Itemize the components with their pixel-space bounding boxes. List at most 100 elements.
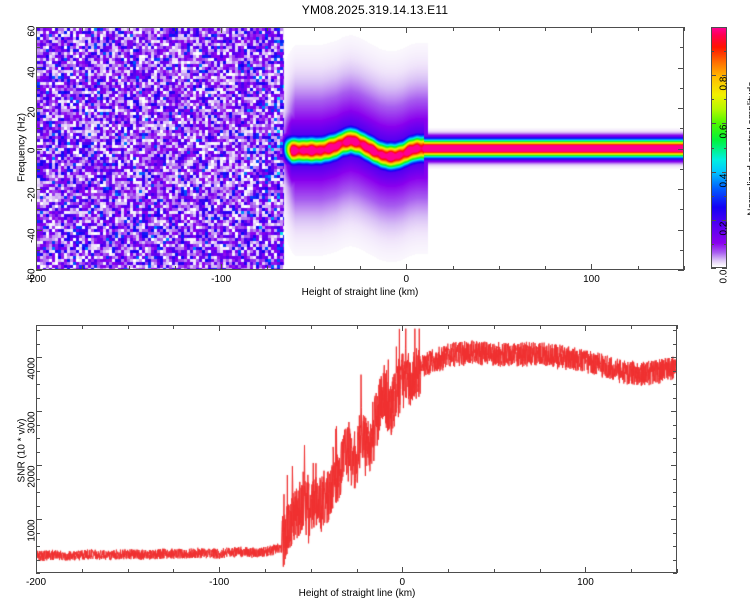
spectrogram-ytick: [36, 27, 42, 28]
spectrogram-xticklabel: 100: [583, 274, 600, 285]
snr-ytick-minor-right: [673, 424, 677, 426]
snr-xtick-minor-top: [448, 325, 450, 329]
spectrogram-ytick-right: [678, 67, 684, 69]
snr-ytick-minor-right: [673, 343, 677, 345]
snr-xtick-minor-top: [81, 325, 83, 329]
spectrogram-xtick-minor-top: [82, 27, 84, 31]
spectrogram-xtick-minor-top: [637, 27, 639, 31]
snr-xtick-minor: [127, 569, 129, 573]
colorbar-tick: [711, 123, 716, 125]
spectrogram-xtick-minor-top: [452, 27, 454, 31]
snr-xtick-minor-top: [173, 325, 175, 329]
snr-ytick-minor: [36, 451, 40, 453]
colorbar-tick-right: [722, 123, 727, 125]
spectrogram-xtick-minor-top: [313, 27, 315, 31]
figure-title: YM08.2025.319.14.13.E11: [301, 3, 449, 17]
spectrogram-xticklabel: -100: [211, 274, 232, 285]
spectrogram-ytick: [36, 189, 42, 190]
snr-xtick-top: [585, 325, 587, 331]
snr-ytick-minor: [36, 397, 40, 399]
spectrogram-ytick-right: [678, 229, 684, 231]
spectrogram-xtick-minor-top: [545, 27, 547, 31]
snr-ytick-minor: [36, 330, 40, 332]
colorbar-tick-minor-right: [724, 27, 727, 28]
spectrogram-ytick-minor-right: [680, 47, 684, 49]
snr-ytick-minor-right: [673, 370, 677, 372]
spectrogram-ytick-right: [678, 108, 684, 109]
snr-xtick: [219, 567, 221, 573]
spectrogram-ytick-minor-right: [680, 249, 684, 251]
snr-ytick-right: [671, 519, 677, 521]
snr-xtick-minor: [264, 569, 266, 573]
snr-ytick-minor: [36, 505, 40, 507]
snr-xticklabel: 100: [577, 577, 594, 588]
snr-yticklabel: 1000: [26, 519, 38, 542]
snr-xtick-minor-top: [631, 325, 633, 329]
snr-plot: [36, 325, 677, 573]
spectrogram-yticklabel: -60: [26, 268, 38, 283]
spectrogram-ytick-minor-right: [680, 87, 684, 89]
spectrogram-xtick: [591, 264, 593, 270]
snr-ytick-minor-right: [673, 478, 677, 480]
snr-xtick: [36, 567, 37, 573]
snr-ytick-minor: [36, 559, 40, 561]
spectrogram-ytick-minor: [36, 47, 40, 49]
colorbar-ticklabel: 0.4: [718, 173, 730, 188]
spectrogram-xtick-minor: [498, 266, 500, 270]
snr-xtick: [585, 567, 587, 573]
snr-ytick-minor: [36, 532, 40, 534]
colorbar-tick-minor: [711, 99, 714, 101]
colorbar-ticklabel: 0.6: [718, 124, 730, 139]
snr-ytick-minor-right: [673, 559, 677, 561]
spectrogram-xtick-minor: [452, 266, 454, 270]
spectrogram-xtick-minor-top: [174, 27, 176, 31]
colorbar-tick-right: [722, 268, 727, 269]
snr-ytick-minor: [36, 478, 40, 480]
spectrogram-xtick: [221, 264, 223, 270]
snr-xtick-minor-top: [539, 325, 541, 329]
spectrogram-xtick-minor: [684, 266, 685, 270]
colorbar-tick: [711, 171, 716, 173]
snr-ytick-minor-right: [673, 532, 677, 534]
spectrogram-ytick-right: [678, 148, 684, 150]
spectrogram-ytick-minor-right: [680, 128, 684, 130]
snr-ytick: [36, 519, 42, 521]
spectrogram-xtick-minor: [545, 266, 547, 270]
spectrogram-xtick-minor: [82, 266, 84, 270]
snr-ytick-right: [671, 411, 677, 413]
colorbar-tick-minor: [711, 243, 714, 245]
spectrogram-ytick-minor: [36, 209, 40, 211]
snr-ytick-minor: [36, 492, 40, 494]
spectrogram-xtick-top: [221, 27, 223, 33]
colorbar-label: Normalized spectral amplitude: [746, 81, 750, 216]
snr-xtick-minor-top: [127, 325, 129, 329]
snr-xtick-minor-top: [356, 325, 358, 329]
spectrogram-xtick: [36, 264, 37, 270]
spectrogram-ytick: [36, 229, 42, 231]
snr-xtick: [402, 567, 404, 573]
spectrogram-x-axis-label: Height of straight line (km): [301, 287, 419, 298]
snr-xticklabel: 0: [399, 577, 406, 588]
spectrogram-xtick-minor: [313, 266, 315, 270]
snr-ytick-minor-right: [673, 492, 677, 494]
colorbar-tick-minor: [711, 27, 714, 28]
snr-ytick-minor: [36, 424, 40, 426]
spectrogram-ytick: [36, 270, 42, 271]
spectrogram-xtick: [406, 264, 408, 270]
spectrogram-ytick-right: [678, 270, 684, 271]
snr-ytick-minor-right: [673, 505, 677, 507]
spectrogram-xtick-minor: [637, 266, 639, 270]
spectrogram-xtick-minor-top: [684, 27, 685, 31]
snr-xtick-minor: [81, 569, 83, 573]
colorbar-tick-minor: [711, 195, 714, 197]
spectrogram-xticklabel: -200: [25, 274, 46, 285]
snr-ytick-minor: [36, 384, 40, 386]
spectrogram-ytick-minor: [36, 87, 40, 89]
spectrogram-xtick-minor: [128, 266, 130, 270]
colorbar-tick-right: [722, 219, 727, 221]
snr-xtick-minor: [539, 569, 541, 573]
spectrogram-ytick-minor-right: [680, 209, 684, 211]
spectrogram-xtick-top: [36, 27, 37, 33]
snr-ytick-minor: [36, 370, 40, 372]
